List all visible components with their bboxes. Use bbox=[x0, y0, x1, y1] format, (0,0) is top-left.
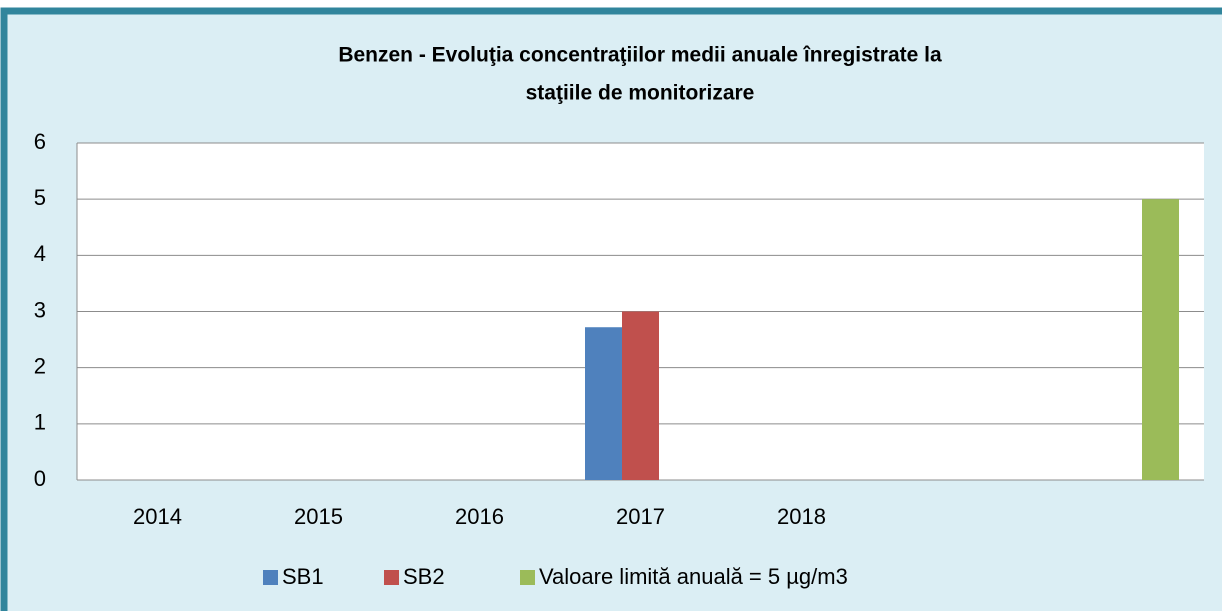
x-tick-label: 2015 bbox=[294, 504, 343, 529]
bar bbox=[585, 327, 622, 480]
legend-swatch bbox=[384, 570, 399, 585]
chart-title: Benzen - Evoluţia concentraţiilor medii … bbox=[338, 44, 942, 67]
legend-label: Valoare limită anuală = 5 µg/m3 bbox=[539, 564, 848, 589]
legend-swatch bbox=[263, 570, 278, 585]
x-tick-label: 2018 bbox=[777, 504, 826, 529]
legend-label: SB2 bbox=[403, 564, 445, 589]
legend-label: SB1 bbox=[282, 564, 324, 589]
legend-swatch bbox=[520, 570, 535, 585]
chart-title: staţiile de monitorizare bbox=[526, 82, 755, 105]
y-tick-label: 2 bbox=[34, 353, 46, 378]
y-tick-label: 4 bbox=[34, 241, 46, 266]
y-tick-label: 0 bbox=[34, 466, 46, 491]
bar bbox=[622, 311, 659, 480]
bar bbox=[1142, 199, 1179, 480]
y-tick-label: 3 bbox=[34, 297, 46, 322]
y-tick-label: 1 bbox=[34, 410, 46, 435]
y-tick-label: 6 bbox=[34, 129, 46, 154]
x-tick-label: 2016 bbox=[455, 504, 504, 529]
y-tick-label: 5 bbox=[34, 185, 46, 210]
x-tick-label: 2017 bbox=[616, 504, 665, 529]
x-tick-label: 2014 bbox=[133, 504, 182, 529]
